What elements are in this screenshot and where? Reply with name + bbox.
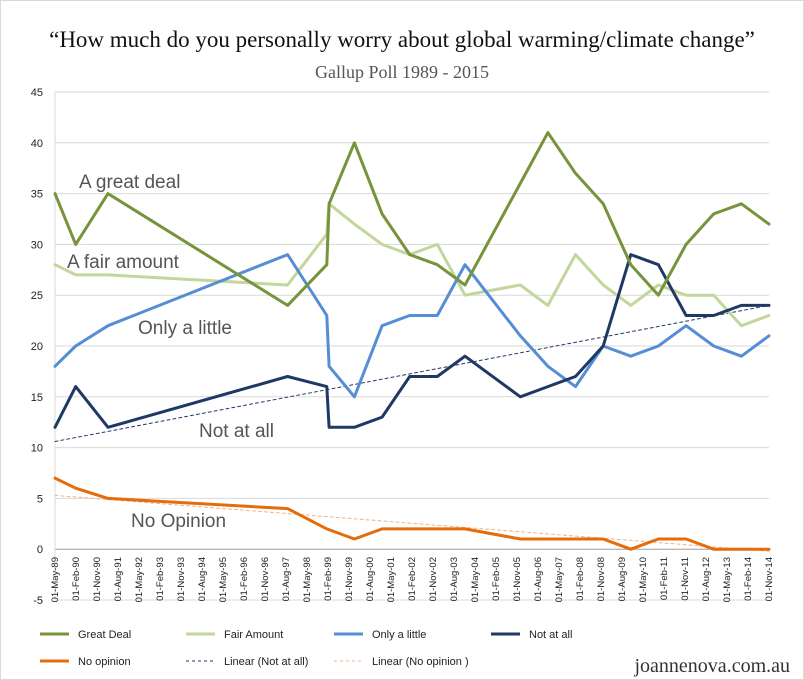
legend-label-no-opinion: No opinion [78, 656, 131, 668]
y-tick-label: 45 [31, 87, 43, 99]
y-tick-label: 5 [37, 493, 43, 505]
x-tick-label: 01-Nov-99 [344, 557, 355, 601]
legend: Great Deal Fair Amount Only a little Not at… [40, 629, 572, 668]
x-tick-label: 01-Aug-91 [113, 557, 124, 601]
annotation-a-great-deal: A great deal [79, 172, 180, 193]
x-tick-label: 01-Aug-09 [617, 557, 628, 601]
x-tick-label: 01-May-04 [470, 557, 481, 602]
y-tick-label: 20 [31, 341, 43, 353]
legend-label-linear-not-at-all: Linear (Not at all) [224, 656, 308, 668]
plot-area [53, 131, 771, 552]
chart-subtitle: Gallup Poll 1989 - 2015 [315, 62, 489, 82]
x-tick-label: 01-Feb-93 [155, 557, 166, 601]
series-line-fair-amount [53, 202, 771, 328]
y-tick-label: -5 [33, 595, 43, 607]
x-tick-label: 01-Feb-02 [407, 557, 418, 601]
series-line-linear-not-at-all [54, 304, 770, 442]
x-tick-label: 01-Feb-96 [239, 557, 250, 601]
x-tick-label: 01-Nov-14 [764, 557, 775, 601]
x-tick-label: 01-May-89 [50, 557, 61, 602]
legend-label-great-deal: Great Deal [78, 629, 131, 641]
annotation-not-at-all: Not at all [199, 421, 274, 442]
y-tick-label: 35 [31, 189, 43, 201]
x-tick-label: 01-Feb-05 [491, 557, 502, 601]
x-tick-label: 01-Nov-02 [428, 557, 439, 601]
x-tick-label: 01-Feb-11 [659, 557, 670, 600]
x-tick-label: 01-May-98 [302, 557, 313, 602]
series-line-not-at-all [53, 253, 771, 429]
x-tick-label: 01-May-13 [722, 557, 733, 602]
x-tick-label: 01-Aug-94 [197, 557, 208, 601]
x-tick-label: 01-Nov-08 [596, 557, 607, 601]
legend-label-linear-no-opinion: Linear (No opinion ) [372, 656, 469, 668]
annotation-no-opinion: No Opinion [131, 511, 226, 532]
x-axis: 01-May-89 01-Feb-90 01-Nov-90 01-Aug-91 01-M… [50, 557, 775, 602]
x-tick-label: 01-Aug-06 [533, 557, 544, 601]
y-tick-label: 40 [31, 138, 43, 150]
x-tick-label: 01-Feb-99 [323, 557, 334, 601]
x-tick-label: 01-Feb-08 [575, 557, 586, 601]
x-tick-label: 01-Nov-90 [92, 557, 103, 601]
x-tick-label: 01-Nov-11 [680, 557, 691, 601]
x-tick-label: 01-May-01 [386, 557, 397, 602]
x-tick-label: 01-May-07 [554, 557, 565, 602]
series-line-great-deal [53, 131, 771, 307]
x-tick-label: 01-Nov-05 [512, 557, 523, 601]
x-tick-label: 01-Aug-00 [365, 557, 376, 601]
y-tick-label: 15 [31, 392, 43, 404]
x-tick-label: 01-May-95 [218, 557, 229, 602]
chart-title: “How much do you personally worry about … [49, 27, 755, 52]
annotation-a-fair-amount: A fair amount [67, 252, 180, 273]
x-tick-label: 01-Feb-14 [743, 557, 754, 601]
x-tick-label: 01-Aug-12 [701, 557, 712, 601]
y-tick-label: 0 [37, 544, 43, 556]
x-tick-label: 01-May-10 [638, 557, 649, 602]
series-line-only-a-little [53, 253, 771, 399]
x-tick-label: 01-Aug-03 [449, 557, 460, 601]
y-tick-label: 25 [31, 290, 43, 302]
legend-label-not-at-all: Not at all [529, 629, 572, 641]
x-tick-label: 01-Nov-93 [176, 557, 187, 601]
credit-text: joannenova.com.au [634, 655, 791, 677]
y-tick-label: 30 [31, 239, 43, 251]
annotation-only-a-little: Only a little [138, 318, 232, 339]
x-tick-label: 01-Feb-90 [71, 557, 82, 601]
series-line-no-opinion [53, 476, 771, 551]
series-annotations: A great deal A fair amount Only a little No… [67, 172, 274, 532]
x-tick-label: 01-Nov-96 [260, 557, 271, 601]
y-axis: -5 0 5 10 15 20 25 30 35 40 45 [31, 87, 43, 607]
legend-label-only-a-little: Only a little [372, 629, 426, 641]
y-tick-label: 10 [31, 443, 43, 455]
gridlines [54, 91, 769, 601]
legend-label-fair-amount: Fair Amount [224, 629, 283, 641]
x-tick-label: 01-May-92 [134, 557, 145, 602]
x-tick-label: 01-Aug-97 [281, 557, 292, 601]
